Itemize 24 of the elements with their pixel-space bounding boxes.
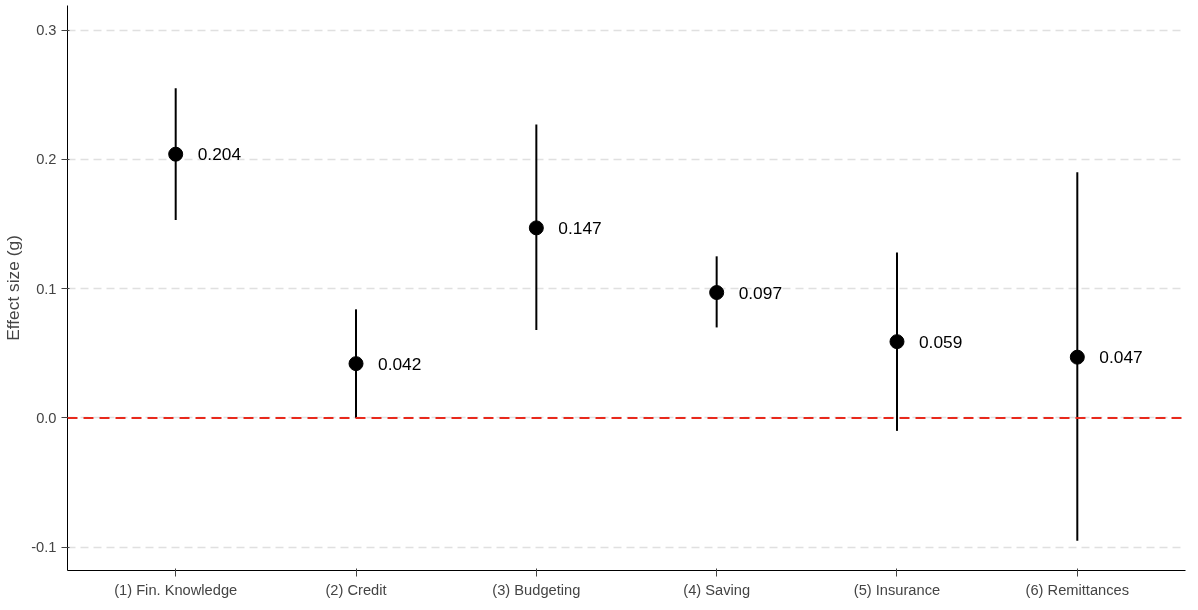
x-tick-label: (1) Fin. Knowledge xyxy=(114,581,238,598)
y-axis-title: Effect size (g) xyxy=(3,235,24,341)
x-tick-label: (4) Saving xyxy=(683,581,751,598)
x-tick-label: (3) Budgeting xyxy=(492,581,581,598)
point xyxy=(528,220,544,236)
data-label: 0.059 xyxy=(918,331,963,352)
point xyxy=(168,146,184,162)
point xyxy=(348,356,364,372)
data-label: 0.047 xyxy=(1099,347,1143,368)
x-tick-label: (6) Remittances xyxy=(1025,581,1130,598)
data-label: 0.147 xyxy=(558,217,602,238)
y-tick-label: 0.0 xyxy=(36,409,57,426)
point xyxy=(889,334,905,350)
y-tick-label: 0.1 xyxy=(36,280,57,297)
x-tick-label: (5) Insurance xyxy=(853,581,941,598)
data-label: 0.042 xyxy=(378,353,422,374)
x-tick-label: (2) Credit xyxy=(325,581,387,598)
data-label: 0.204 xyxy=(197,144,242,165)
y-tick-label: 0.2 xyxy=(36,151,57,168)
y-tick-label: 0.3 xyxy=(36,22,57,39)
data-label: 0.097 xyxy=(738,282,783,303)
point xyxy=(709,285,725,301)
y-tick-label: -0.1 xyxy=(31,539,57,556)
point xyxy=(1069,349,1085,365)
